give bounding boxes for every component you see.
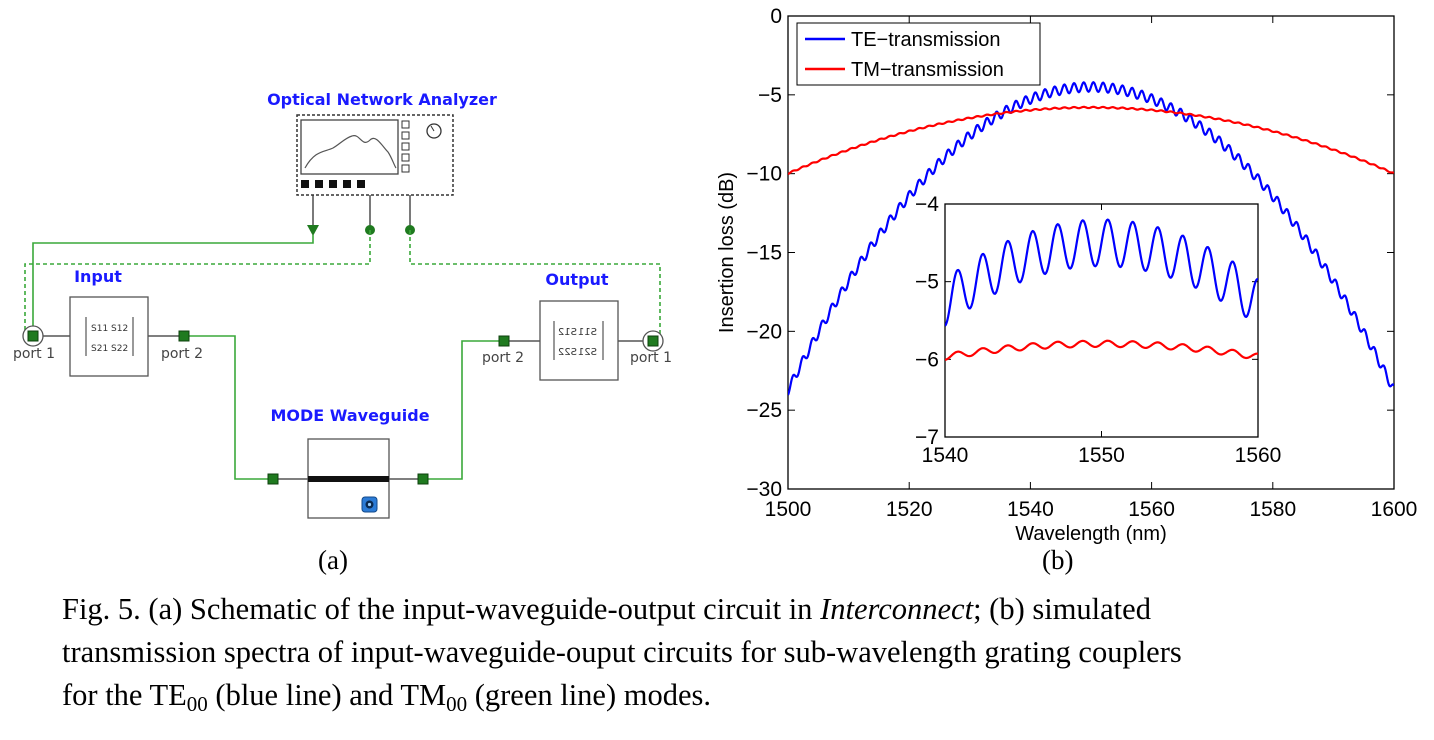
- inset-x-tick-label: 1560: [1235, 444, 1282, 467]
- lumerical-mode-icon: [361, 496, 378, 513]
- y-axis-label: Insertion loss (dB): [716, 172, 738, 333]
- matrix-s21: S21: [91, 344, 108, 354]
- subcaption-a: (a): [318, 545, 348, 575]
- wire-input-to-analyzer: [24, 230, 371, 338]
- y-tick-label: −5: [758, 84, 782, 107]
- x-tick-label: 1580: [1249, 498, 1296, 521]
- x-tick-label: 1540: [1007, 498, 1054, 521]
- x-axis-label: Wavelength (nm): [1015, 523, 1167, 545]
- waveguide-core: [308, 476, 389, 482]
- input-port-2[interactable]: [178, 330, 190, 342]
- input-label: Input: [74, 267, 122, 286]
- inset-x-tick-label: 1550: [1078, 444, 1125, 467]
- analyzer-leads: [312, 195, 411, 226]
- analyzer-screen: [300, 119, 399, 175]
- series-line-tm: [788, 105, 1394, 176]
- mirrored-s21: S21: [578, 347, 597, 358]
- x-tick-label: 1560: [1128, 498, 1175, 521]
- input-port-1[interactable]: [22, 325, 44, 347]
- inset-y-tick-label: −7: [915, 426, 939, 449]
- wire-input-to-waveguide: [184, 335, 273, 480]
- caption-italic-interconnect: Interconnect: [820, 592, 974, 626]
- y-tick-label: −15: [746, 242, 782, 265]
- y-tick-label: 0: [770, 5, 782, 28]
- analyzer-output-arrow-icon: [307, 225, 319, 236]
- analyzer-bottom-buttons: [301, 180, 365, 188]
- wire-waveguide-to-output: [423, 340, 504, 480]
- mirrored-s12: S12: [558, 327, 577, 338]
- y-tick-label: −25: [746, 399, 782, 422]
- input-port1-label: port 1: [13, 346, 55, 362]
- wire-analyzer-to-input: [32, 235, 314, 336]
- series-line-te: [788, 80, 1394, 396]
- analyzer-side-buttons: [401, 120, 410, 173]
- inset-series-line-tm: [945, 339, 1258, 361]
- y-tick-label: −30: [746, 478, 782, 501]
- caption-line-3: for the TE00 (blue line) and TM00 (green…: [62, 678, 712, 716]
- mirrored-s22: S22: [558, 347, 577, 358]
- input-port2-label: port 2: [161, 346, 203, 362]
- dashed-wires: [24, 230, 661, 338]
- input-sparameter-block[interactable]: S11 S12 S21 S22: [69, 296, 149, 377]
- output-sparameter-block[interactable]: S11 S12 S21 S22: [539, 300, 619, 381]
- inset-y-tick-label: −6: [915, 348, 939, 371]
- mirrored-s11: S11: [578, 327, 597, 338]
- series-lines: [788, 80, 1394, 396]
- output-label: Output: [545, 270, 608, 289]
- inset-series-line-te: [945, 218, 1258, 327]
- waveguide-port-1[interactable]: [267, 473, 279, 485]
- legend-label: TE−transmission: [851, 29, 1001, 51]
- x-tick-label: 1600: [1371, 498, 1418, 521]
- waveguide-block[interactable]: [307, 438, 390, 519]
- output-port-1[interactable]: [642, 330, 664, 352]
- inset-x-tick-label: 1540: [922, 444, 969, 467]
- analyzer-block[interactable]: [296, 114, 454, 196]
- inset-y-tick-label: −4: [915, 193, 939, 216]
- analyzer-trace: [304, 135, 397, 169]
- inset-y-tick-label: −5: [915, 271, 939, 294]
- x-tick-label: 1520: [886, 498, 933, 521]
- x-tick-label: 1500: [765, 498, 812, 521]
- matrix-s12: S12: [111, 324, 128, 334]
- caption-line-2: transmission spectra of input-waveguide-…: [62, 635, 1182, 669]
- y-tick-label: −20: [746, 320, 782, 343]
- figure-caption: Fig. 5. (a) Schematic of the input-waveg…: [62, 588, 1382, 717]
- matrix-s22: S22: [111, 344, 128, 354]
- circuit-schematic: Optical Network Analyzer I: [13, 90, 672, 519]
- subcaption-b: (b): [1042, 545, 1074, 575]
- matrix-s11: S11: [91, 324, 108, 334]
- wires: [32, 235, 504, 480]
- waveguide-port-2[interactable]: [417, 473, 429, 485]
- output-port2-label: port 2: [482, 350, 524, 366]
- output-port-2[interactable]: [498, 335, 510, 347]
- output-port1-label: port 1: [630, 350, 672, 366]
- legend-label: TM−transmission: [851, 59, 1004, 81]
- waveguide-label: MODE Waveguide: [270, 406, 429, 425]
- analyzer-label: Optical Network Analyzer: [267, 90, 497, 109]
- y-tick-label: −10: [746, 163, 782, 186]
- inset-series-lines: [945, 218, 1258, 361]
- legend-box: [796, 22, 1041, 86]
- caption-line-1: Fig. 5. (a) Schematic of the input-waveg…: [62, 592, 1151, 626]
- wire-output-to-analyzer: [409, 230, 661, 338]
- transmission-chart: 1500 1520 1540 1560 1580 1600 0 −5 −10 −15 −20 −25 −…: [716, 5, 1418, 545]
